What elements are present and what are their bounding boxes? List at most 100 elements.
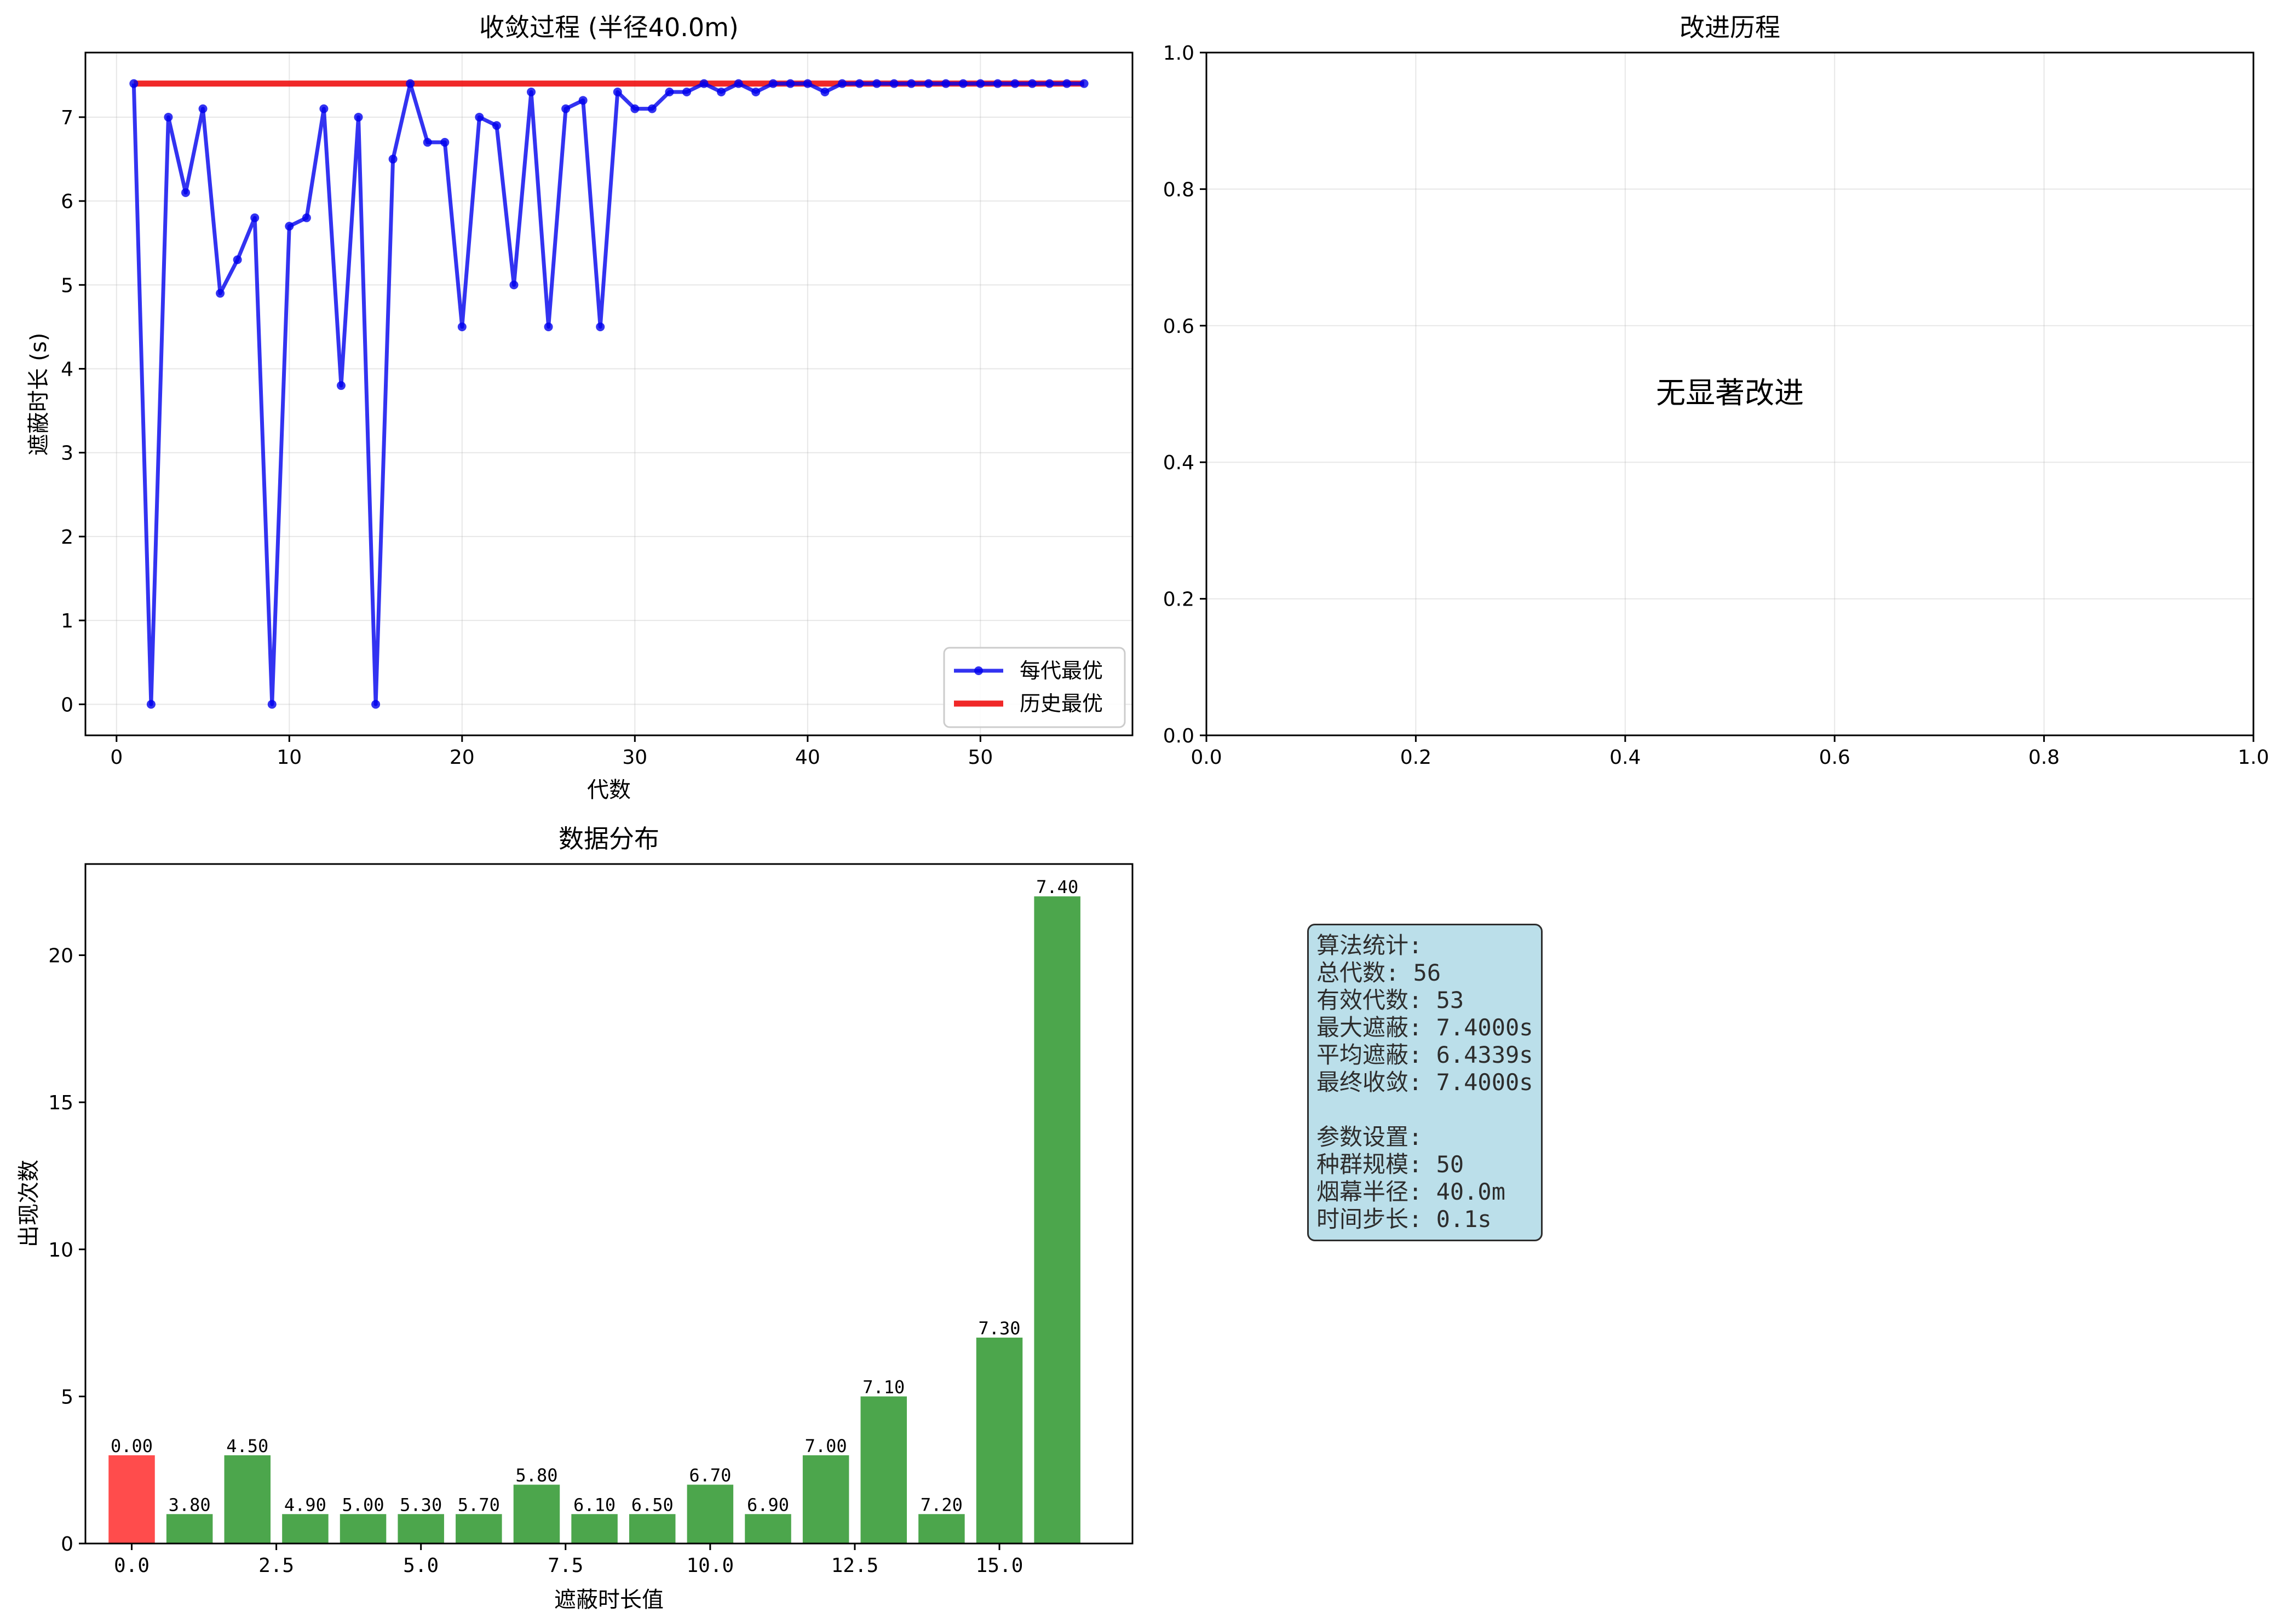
- generation-best-point: [613, 88, 622, 97]
- stats-line: 最大遮蔽: 7.4000s: [1316, 1014, 1533, 1041]
- convergence-xlabel: 代数: [587, 778, 631, 803]
- generation-best-point: [527, 88, 536, 97]
- y-tick-label: 0.6: [1163, 315, 1194, 338]
- y-tick-label: 0: [61, 1533, 73, 1556]
- distribution-bar: [166, 1514, 213, 1544]
- y-tick-label: 1: [61, 610, 73, 632]
- generation-best-point: [285, 222, 294, 231]
- x-tick-label: 12.5: [831, 1554, 879, 1577]
- distribution-bar: [860, 1396, 907, 1544]
- bar-value-label: 6.70: [689, 1465, 731, 1486]
- y-tick-label: 0.2: [1163, 589, 1194, 611]
- bar-value-label: 5.70: [458, 1494, 500, 1515]
- y-tick-label: 5: [61, 274, 73, 297]
- distribution-bar: [108, 1455, 155, 1544]
- generation-best-point: [1062, 79, 1072, 88]
- distribution-bar: [456, 1514, 502, 1544]
- bar-value-label: 5.80: [515, 1465, 557, 1486]
- bar-value-label: 0.00: [111, 1436, 153, 1456]
- x-tick-label: 1.0: [2238, 746, 2269, 769]
- y-tick-label: 4: [61, 359, 73, 381]
- bar-value-label: 7.10: [862, 1377, 905, 1397]
- distribution-bar: [687, 1484, 734, 1544]
- distribution-bar: [629, 1514, 676, 1544]
- generation-best-point: [958, 79, 968, 88]
- bar-value-label: 7.30: [979, 1318, 1021, 1339]
- legend-marker-generation-best: [974, 666, 983, 675]
- x-tick-label: 15.0: [976, 1554, 1023, 1577]
- generation-best-line: [131, 82, 1084, 706]
- bar-value-label: 6.10: [573, 1494, 616, 1515]
- generation-best-point: [440, 137, 450, 147]
- y-tick-label: 7: [61, 107, 73, 129]
- stats-line: 算法统计:: [1316, 932, 1423, 959]
- generation-best-point: [630, 104, 640, 113]
- generation-best-point: [889, 79, 899, 88]
- generation-best-point: [371, 700, 381, 709]
- generation-best-point: [941, 79, 951, 88]
- distribution-ylabel: 出现次数: [16, 1160, 42, 1247]
- legend-label-generation-best: 每代最优: [1020, 659, 1103, 683]
- generation-best-point: [181, 188, 190, 197]
- convergence-ylabel: 遮蔽时长 (s): [26, 333, 51, 456]
- y-tick-label: 0.4: [1163, 452, 1194, 474]
- bar-value-label: 7.00: [805, 1436, 847, 1456]
- improvement-title: 改进历程: [1680, 13, 1780, 42]
- generation-best-point: [544, 322, 553, 331]
- generation-best-point: [423, 137, 432, 147]
- generation-best-point: [803, 79, 812, 88]
- generation-best-point: [302, 213, 311, 222]
- stats-line: 总代数: 56: [1316, 959, 1441, 986]
- stats-line: 最终收敛: 7.4000s: [1316, 1069, 1533, 1096]
- generation-best-point: [164, 112, 173, 122]
- x-tick-label: 0.2: [1400, 746, 1431, 769]
- distribution-bar: [571, 1514, 618, 1544]
- generation-best-point: [267, 700, 277, 709]
- y-tick-label: 20: [48, 945, 73, 968]
- x-tick-label: 0.0: [114, 1554, 149, 1577]
- generation-best-point: [388, 154, 398, 164]
- distribution-ticks: 0.0 2.5 5.0 7.5 10.0 12.5 15.0 0 5 10 15 20: [48, 945, 1023, 1577]
- x-tick-label: 0.8: [2028, 746, 2060, 769]
- generation-best-point: [250, 213, 260, 222]
- stats-line: 参数设置:: [1316, 1124, 1423, 1150]
- distribution-bar: [802, 1455, 849, 1544]
- improvement-chart: 0.0 0.2 0.4 0.6 0.8 1.0 0.0 0.2 0.4 0.6 0.8 1.0 改进历…: [1163, 13, 2269, 769]
- x-tick-label: 20: [450, 746, 475, 769]
- generation-best-point: [233, 255, 242, 264]
- convergence-legend: 每代最优 历史最优: [943, 647, 1126, 728]
- generation-best-point: [457, 322, 467, 331]
- bar-value-label: 7.40: [1036, 877, 1078, 897]
- distribution-bar: [976, 1337, 1023, 1544]
- y-tick-label: 3: [61, 442, 73, 465]
- distribution-bar: [282, 1514, 329, 1544]
- y-tick-label: 2: [61, 526, 73, 549]
- distribution-bar: [224, 1455, 271, 1544]
- x-tick-label: 7.5: [548, 1554, 583, 1577]
- generation-best-point: [768, 79, 778, 88]
- generation-best-point: [682, 88, 691, 97]
- x-tick-label: 40: [795, 746, 820, 769]
- generation-best-point: [786, 79, 795, 88]
- generation-best-point: [699, 79, 709, 88]
- y-tick-label: 0: [61, 694, 73, 716]
- generation-best-point: [1079, 79, 1089, 88]
- x-tick-label: 2.5: [258, 1554, 294, 1577]
- y-tick-label: 0.8: [1163, 178, 1194, 201]
- distribution-title: 数据分布: [559, 824, 659, 854]
- convergence-series: [129, 79, 1089, 709]
- x-tick-label: 10.0: [687, 1554, 734, 1577]
- bar-value-label: 4.90: [284, 1494, 326, 1515]
- convergence-ticks: 0 10 20 30 40 50 0 1 2 3 4 5 6 7: [61, 107, 993, 769]
- distribution-chart: 0.003.804.504.90 5.00 5.30 5.705.806.10 6.50…: [16, 824, 1134, 1613]
- x-tick-label: 30: [622, 746, 647, 769]
- x-tick-label: 50: [968, 746, 993, 769]
- generation-best-point: [475, 112, 484, 122]
- bar-value-label: 7.20: [921, 1494, 963, 1515]
- generation-best-point: [924, 79, 933, 88]
- legend-label-history-best: 历史最优: [1020, 692, 1103, 716]
- bar-value-label: 3.80: [169, 1494, 211, 1515]
- distribution-bar: [513, 1484, 560, 1544]
- generation-best-point: [734, 79, 743, 88]
- bar-value-label: 6.50: [631, 1494, 674, 1515]
